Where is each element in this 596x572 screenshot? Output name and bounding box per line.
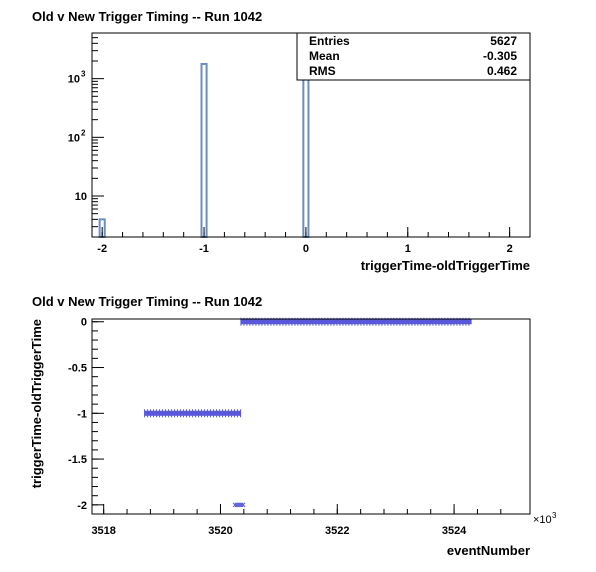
x-multiplier: ×10: [533, 514, 552, 526]
plot-frame: [91, 318, 531, 515]
stats-box: [296, 32, 531, 81]
histogram-bin-1: [200, 62, 208, 239]
x-axis-label: triggerTime-oldTriggerTime: [361, 258, 530, 273]
y-tick-label: 10: [68, 132, 80, 144]
x-tick-label: 3520: [208, 525, 232, 537]
x-axis-label: eventNumber: [447, 543, 530, 558]
x-tick-label: -1: [199, 243, 209, 255]
x-multiplier-exponent: 3: [552, 511, 557, 520]
x-tick-label: 0: [303, 243, 309, 255]
y-tick-exponent: 3: [81, 70, 86, 79]
histogram-panel: Old v New Trigger Timing -- Run 10421010…: [32, 9, 531, 273]
chart-title: Old v New Trigger Timing -- Run 1042: [32, 9, 262, 24]
chart-title: Old v New Trigger Timing -- Run 1042: [32, 294, 262, 309]
scatter-panel: Old v New Trigger Timing -- Run 1042 0 -0.…: [29, 294, 557, 558]
scatter-band-1: [240, 319, 472, 325]
x-tick-label: 1: [405, 243, 411, 255]
x-tick-label: 3522: [325, 525, 349, 537]
stats-value: 0.462: [487, 64, 517, 78]
y-tick-label: -1: [77, 408, 87, 420]
x-tick-label: 3524: [442, 525, 467, 537]
stats-label: RMS: [309, 64, 336, 78]
y-axis-label: triggerTime-oldTriggerTime: [29, 319, 44, 488]
y-tick-exponent: 2: [81, 128, 86, 137]
stats-value: -0.305: [483, 49, 517, 63]
stats-label: Mean: [309, 49, 340, 63]
y-tick-label: -2: [77, 500, 87, 512]
x-tick-label: 2: [507, 243, 513, 255]
y-tick-label: 0: [81, 317, 87, 329]
stats-value: 5627: [490, 34, 517, 48]
x-tick-label: -2: [97, 243, 107, 255]
y-tick-label: -0.5: [68, 363, 87, 375]
scatter-point: [240, 502, 246, 508]
x-tick-label: 3518: [91, 525, 115, 537]
y-tick-label: -1.5: [68, 454, 87, 466]
stats-label: Entries: [309, 34, 350, 48]
y-tick-label: 10: [75, 191, 87, 203]
y-tick-label: 10: [68, 74, 80, 86]
